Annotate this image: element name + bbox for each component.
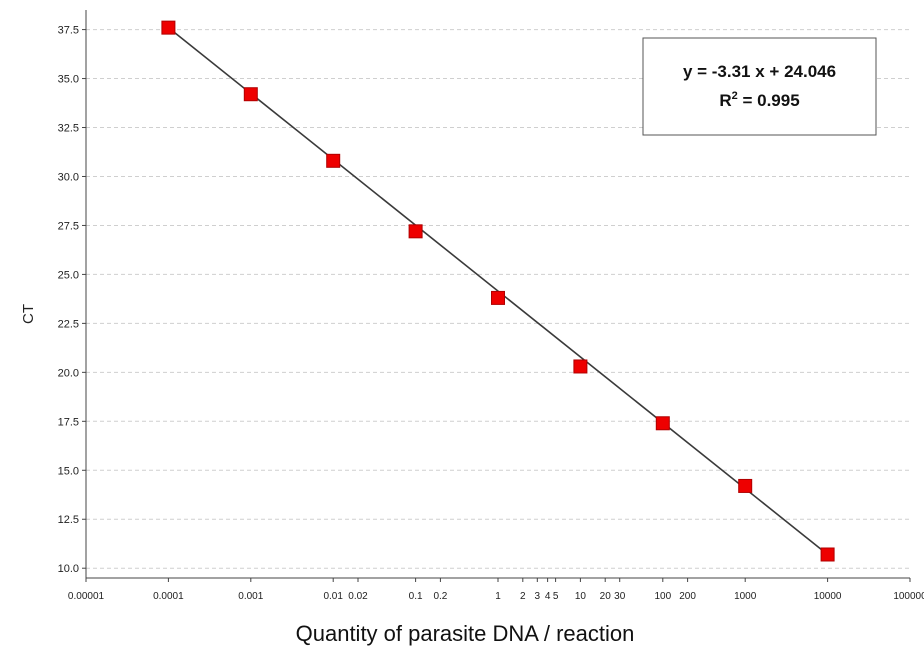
y-tick-label: 22.5: [58, 318, 79, 330]
data-point-marker: [243, 87, 258, 102]
equation-box: y = -3.31 x + 24.046 R2 = 0.995: [642, 37, 877, 136]
y-tick-label: 35.0: [58, 74, 79, 86]
y-tick-label: 37.5: [58, 25, 79, 37]
r-squared-text: R2 = 0.995: [719, 90, 799, 110]
x-axis-label: Quantity of parasite DNA / reaction: [296, 621, 635, 646]
x-tick-label: 0.02: [348, 591, 368, 602]
x-tick-label: 0.01: [323, 591, 343, 602]
x-tick-label: 0.0001: [153, 591, 184, 602]
r-squared-superscript: 2: [732, 90, 738, 102]
x-tick-label: 200: [679, 591, 696, 602]
x-tick-label: 0.00001: [68, 591, 105, 602]
x-tick-label: 0.001: [238, 591, 263, 602]
x-tick-label: 20: [600, 591, 612, 602]
x-tick-label: 4: [545, 591, 551, 602]
x-tick-label: 10000: [814, 591, 842, 602]
x-tick-label: 0.2: [433, 591, 447, 602]
x-tick-label: 100: [654, 591, 671, 602]
data-point-marker: [820, 547, 835, 562]
equation-box-frame: [642, 37, 877, 136]
data-point-marker: [408, 224, 423, 239]
y-tick-label: 27.5: [58, 220, 79, 232]
y-tick-label: 15.0: [58, 465, 79, 477]
y-tick-label: 12.5: [58, 514, 79, 526]
data-point-marker: [491, 290, 505, 305]
x-tick-label: 10: [575, 591, 587, 602]
equation-text: y = -3.31 x + 24.046: [683, 62, 836, 81]
r-squared-value: = 0.995: [738, 91, 800, 110]
y-tick-label: 32.5: [58, 123, 79, 135]
x-tick-label: 2: [520, 591, 526, 602]
x-tick-label: 30: [614, 591, 626, 602]
x-tick-label: 5: [553, 591, 559, 602]
y-axis-label: CT: [20, 304, 37, 324]
x-tick-label: 0.1: [409, 591, 423, 602]
x-tick-label: 3: [535, 591, 541, 602]
axis-layer: 10.0 12.5 15.0 17.5 20.0 22.5 25.0 27.5 30.0 32.5…: [58, 10, 924, 602]
data-point-marker: [326, 153, 341, 168]
data-point-marker: [738, 478, 753, 493]
data-point-marker: [573, 359, 588, 374]
data-point-marker: [161, 20, 176, 35]
y-tick-label: 10.0: [58, 563, 79, 575]
y-tick-label: 17.5: [58, 416, 79, 428]
data-point-marker: [655, 416, 670, 431]
x-tick-label: 1: [495, 591, 501, 602]
x-tick-label: 100000: [893, 591, 924, 602]
marker-layer: [161, 20, 835, 562]
y-tick-label: 30.0: [58, 171, 79, 183]
y-tick-label: 20.0: [58, 367, 79, 379]
r-squared-prefix: R: [719, 91, 731, 110]
x-tick-label: 1000: [734, 591, 757, 602]
y-tick-label: 25.0: [58, 269, 79, 281]
